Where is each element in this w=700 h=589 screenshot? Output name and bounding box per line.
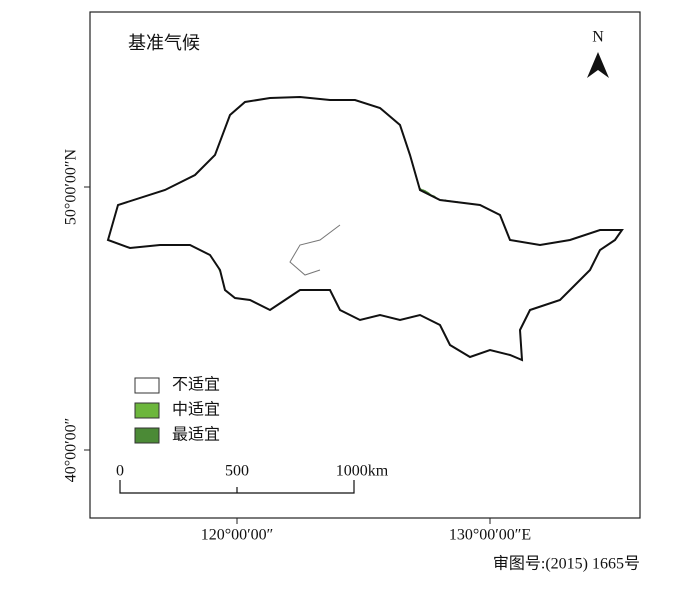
scale-label: 500 [225, 463, 249, 480]
lon-label: 120°00′00″ [201, 527, 274, 544]
lon-label: 130°00′00″E [449, 527, 531, 544]
river [289, 224, 341, 276]
lat-label: 40°00′00″ [63, 418, 80, 483]
scale-bar [119, 480, 355, 494]
legend-label: 最适宜 [172, 426, 220, 444]
map-title: 基准气候 [128, 33, 200, 53]
legend-label: 不适宜 [172, 376, 220, 394]
north-arrow [587, 52, 609, 78]
legend-swatch [134, 427, 160, 444]
scale-label: 1000km [336, 463, 389, 480]
lat-label: 50°00′00″N [63, 149, 80, 226]
north-label: N [592, 29, 604, 46]
legend-label: 中适宜 [172, 401, 220, 419]
legend-swatch [134, 402, 160, 419]
legend-swatch [134, 377, 160, 394]
approval-number: 审图号:(2015) 1665号 [493, 555, 640, 573]
scale-label: 0 [116, 463, 124, 480]
map-frame [89, 11, 641, 519]
region-border [107, 96, 623, 361]
